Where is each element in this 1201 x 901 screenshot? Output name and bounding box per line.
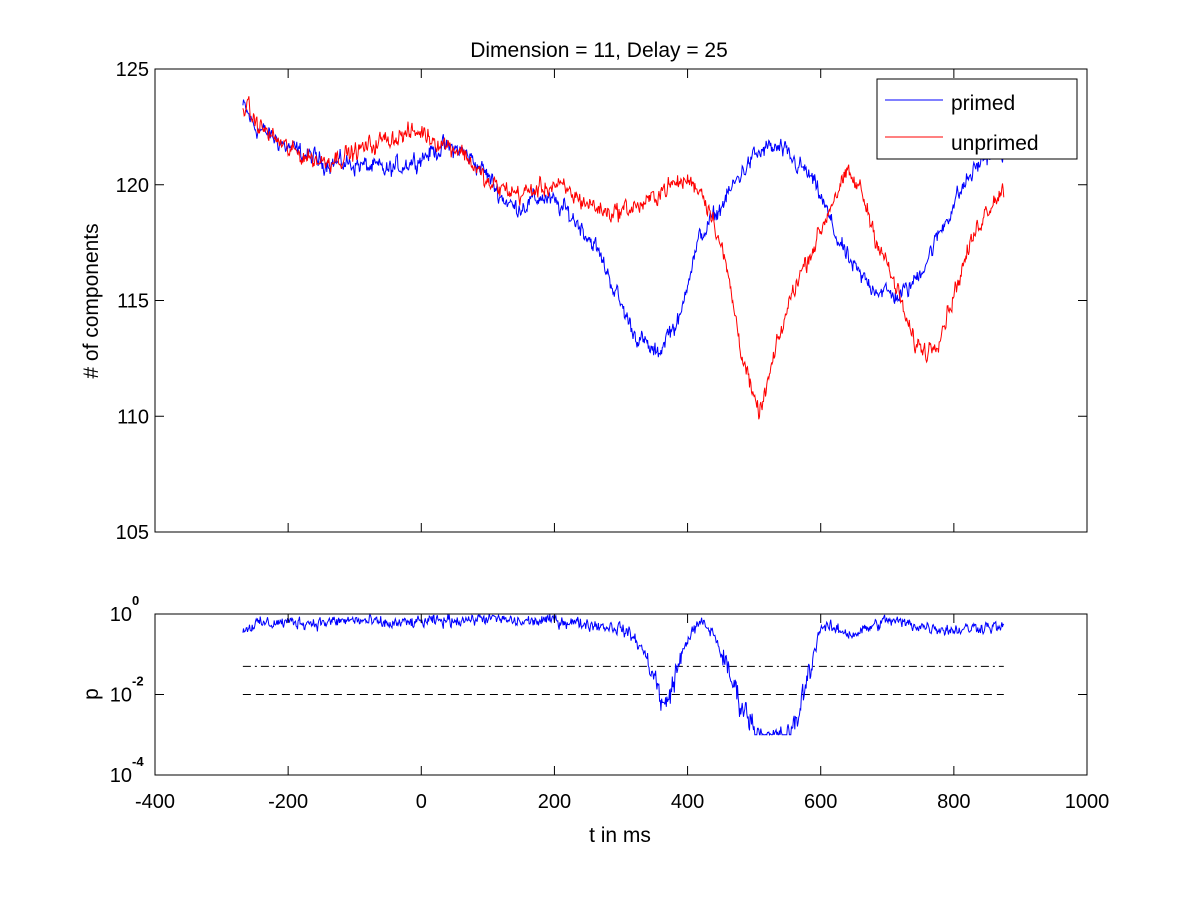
p-y-tick-label-base: 10 — [110, 685, 132, 707]
series-line-p-value — [242, 612, 1005, 737]
top-panel: Dimension = 11, Delay = 25 # of componen… — [80, 39, 1088, 544]
y-tick-label-110: 110 — [117, 406, 149, 428]
x-tick-label-400: 400 — [671, 791, 704, 813]
y-tick-label-125: 125 — [116, 59, 149, 81]
p-y-tick-label-exponent: 0 — [132, 593, 139, 608]
bottom-plot-area — [242, 612, 1005, 737]
series-line-unprimed — [242, 96, 1005, 420]
legend-label-primed: primed — [951, 92, 1015, 115]
x-tick-label--200: -200 — [268, 791, 308, 813]
x-tick-label-200: 200 — [538, 791, 571, 813]
top-y-ticks: 105 110 115 120 125 — [116, 59, 1088, 544]
x-axis-label: t in ms — [589, 824, 651, 847]
x-tick-label-1000: 1000 — [1065, 791, 1110, 813]
x-tick-label-800: 800 — [937, 791, 970, 813]
series-line-primed — [242, 99, 1005, 358]
y-tick-label-105: 105 — [116, 522, 149, 544]
top-plot-area — [242, 96, 1005, 420]
y-axis-label-top: # of components — [80, 223, 103, 378]
legend: primed unprimed — [876, 78, 1078, 160]
y-tick-label-120: 120 — [116, 175, 149, 197]
y-tick-label-115: 115 — [117, 291, 149, 313]
legend-label-unprimed: unprimed — [951, 132, 1039, 155]
x-tick-label-600: 600 — [804, 791, 837, 813]
legend-box — [876, 78, 1078, 160]
p-y-tick-label-base: 10 — [110, 604, 132, 626]
p-y-tick-label-exponent: -2 — [132, 674, 144, 689]
p-y-tick-label-exponent: -4 — [132, 754, 144, 769]
x-tick-label--400: -400 — [135, 791, 175, 813]
chart-title: Dimension = 11, Delay = 25 — [470, 39, 728, 62]
y-axis-label-bottom: p — [80, 688, 103, 700]
p-y-tick-label-base: 10 — [110, 765, 132, 787]
x-tick-label-0: 0 — [416, 791, 427, 813]
